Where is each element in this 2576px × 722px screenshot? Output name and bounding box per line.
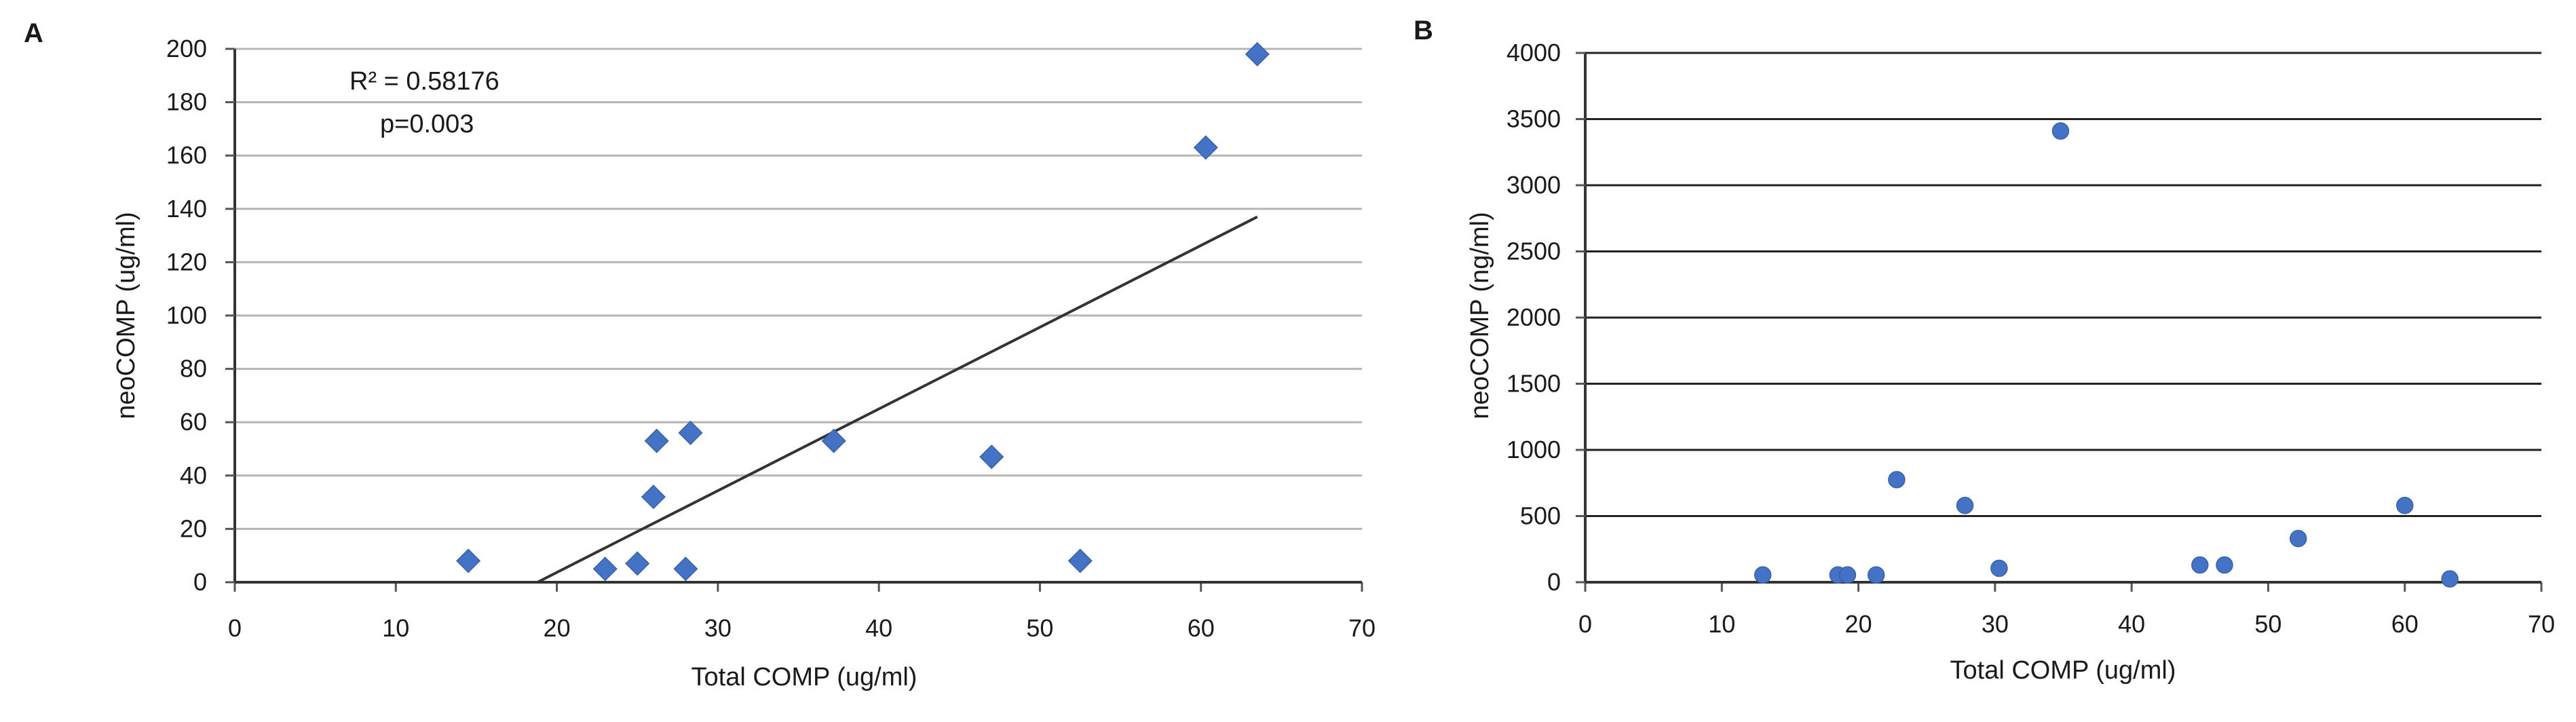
panel-b-x-axis-title: Total COMP (ug/ml) xyxy=(1950,656,2176,685)
y-tick-label: 120 xyxy=(166,248,207,276)
panel-a-r-squared: R² = 0.58176 xyxy=(349,67,499,96)
data-point xyxy=(821,428,846,453)
data-point xyxy=(673,556,698,582)
data-point xyxy=(2191,556,2209,574)
x-tick-label: 60 xyxy=(2391,610,2419,638)
data-point xyxy=(592,556,618,582)
data-point xyxy=(1245,41,1270,66)
data-point xyxy=(456,548,481,573)
panel-a-y-axis-title: neoCOMP (ug/ml) xyxy=(112,212,140,419)
x-tick-label: 40 xyxy=(865,614,892,642)
panel-b-y-ticks: 0 500 1000 1500 2000 2500 3000 3500 4000 xyxy=(1507,39,1561,596)
data-point xyxy=(1888,471,1906,489)
data-point xyxy=(2216,556,2233,574)
y-tick-label: 200 xyxy=(166,35,207,62)
x-tick-label: 60 xyxy=(1188,614,1215,642)
y-tick-label: 40 xyxy=(180,461,207,489)
data-point xyxy=(1956,497,1974,514)
y-tick-label: 1000 xyxy=(1507,436,1561,463)
x-tick-label: 70 xyxy=(2528,610,2555,638)
panel-a-trendline-group xyxy=(537,215,1258,584)
x-tick-label: 0 xyxy=(1578,610,1592,638)
data-point xyxy=(2441,570,2459,588)
y-tick-label: 160 xyxy=(166,141,207,169)
panel-a-x-axis-title: Total COMP (ug/ml) xyxy=(692,663,917,691)
data-point xyxy=(1990,559,2008,577)
data-point xyxy=(625,551,650,576)
y-tick-label: 1500 xyxy=(1507,370,1561,398)
y-tick-label: 60 xyxy=(180,408,207,436)
data-point xyxy=(641,484,666,510)
x-tick-label: 20 xyxy=(544,614,571,642)
x-tick-label: 50 xyxy=(1026,614,1053,642)
data-point xyxy=(2395,497,2414,514)
x-tick-label: 0 xyxy=(228,614,242,642)
panel-b-gridlines xyxy=(1585,52,2541,517)
y-tick-label: 3500 xyxy=(1507,105,1561,133)
panel-a-gridlines xyxy=(235,48,1362,530)
data-point xyxy=(1067,548,1093,573)
panel-a-x-ticks: 0 10 20 30 40 50 60 70 xyxy=(228,614,1376,642)
data-point xyxy=(644,428,669,453)
y-tick-label: 3000 xyxy=(1507,171,1561,199)
y-tick-label: 0 xyxy=(193,568,207,596)
y-tick-label: 180 xyxy=(166,88,207,116)
x-tick-label: 20 xyxy=(1845,610,1872,638)
trendline xyxy=(537,215,1258,584)
x-tick-label: 70 xyxy=(1348,614,1376,642)
x-tick-label: 40 xyxy=(2118,610,2145,638)
panel-a-chart: A 0 20 40 60 80 100 120 140 160 180 200 0 10 20 30 40 5… xyxy=(24,18,1376,691)
x-tick-label: 30 xyxy=(704,614,732,642)
data-point xyxy=(2289,529,2307,548)
panel-b-x-ticks: 0 10 20 30 40 50 60 70 xyxy=(1578,610,2555,638)
data-point xyxy=(979,444,1004,470)
panel-b-y-axis-title: neoCOMP (ng/ml) xyxy=(1466,212,1494,419)
data-point xyxy=(1193,135,1218,160)
y-tick-label: 2500 xyxy=(1507,238,1561,265)
panel-b-letter: B xyxy=(1414,16,1433,45)
data-point xyxy=(2051,122,2070,140)
data-point xyxy=(1754,566,1772,584)
panel-a-p-value: p=0.003 xyxy=(380,110,474,138)
y-tick-label: 140 xyxy=(166,195,207,223)
data-point xyxy=(1867,566,1885,584)
y-tick-label: 500 xyxy=(1520,502,1561,530)
y-tick-label: 0 xyxy=(1547,568,1561,596)
x-tick-label: 10 xyxy=(1708,610,1735,638)
data-point xyxy=(678,420,703,445)
x-tick-label: 30 xyxy=(1982,610,2009,638)
panel-a-axes xyxy=(225,48,1363,592)
y-tick-label: 20 xyxy=(180,514,207,542)
x-tick-label: 50 xyxy=(2254,610,2281,638)
x-tick-label: 10 xyxy=(382,614,409,642)
panel-b-axes xyxy=(1576,52,2543,592)
panel-a-points xyxy=(456,41,1270,582)
panel-a-y-ticks: 0 20 40 60 80 100 120 140 160 180 200 xyxy=(166,35,207,596)
y-tick-label: 4000 xyxy=(1507,39,1561,66)
data-point xyxy=(1838,566,1857,584)
panel-a-letter: A xyxy=(24,18,43,48)
panel-b-chart: B 0 500 1000 1500 2000 2500 3000 3500 4000 0 10 20… xyxy=(1414,16,2555,685)
y-tick-label: 2000 xyxy=(1507,303,1561,331)
panel-b-points xyxy=(1754,122,2459,588)
y-tick-label: 100 xyxy=(166,301,207,329)
y-tick-label: 80 xyxy=(180,355,207,383)
